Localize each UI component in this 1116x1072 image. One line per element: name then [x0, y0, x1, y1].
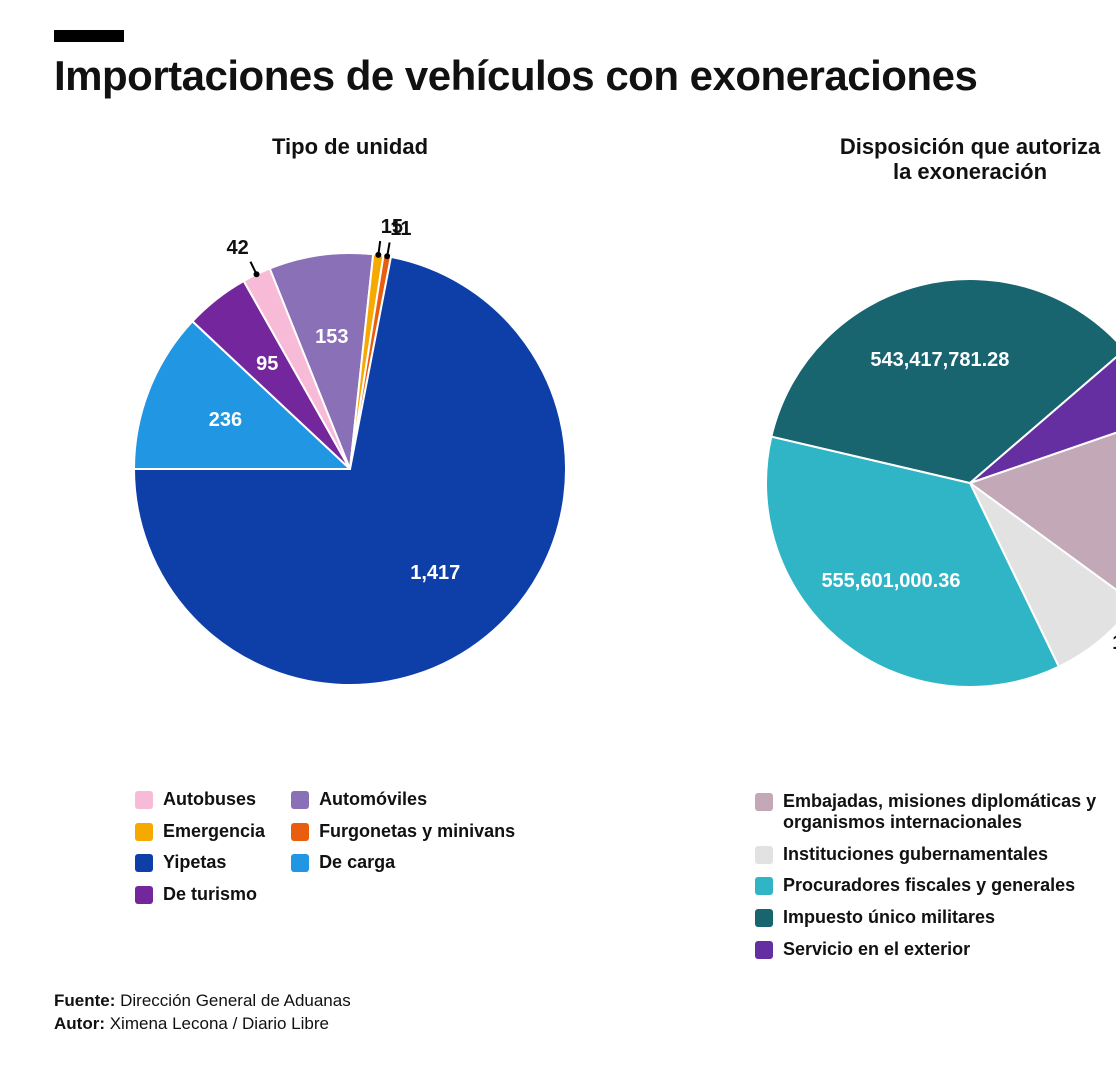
page: Importaciones de vehículos con exoneraci…	[0, 0, 1116, 1072]
chart-left-title: Tipo de unidad	[272, 134, 428, 159]
legend-label: Yipetas	[163, 852, 226, 874]
legend-label: Autobuses	[163, 789, 256, 811]
legend-item: Furgonetas y minivans	[291, 821, 515, 843]
legend-swatch	[291, 823, 309, 841]
footer-author-label: Autor:	[54, 1014, 105, 1033]
chart-right-pie: 237,617,361.62120,747,458.80555,601,000.…	[686, 199, 1116, 767]
footer-source-value: Dirección General de Aduanas	[120, 991, 351, 1010]
pie-slice-label: 11	[390, 219, 411, 239]
pie-slice-label: 153	[315, 327, 348, 347]
legend-swatch	[291, 854, 309, 872]
legend-swatch	[755, 846, 773, 864]
legend-swatch	[755, 909, 773, 927]
legend-swatch	[291, 791, 309, 809]
legend-swatch	[135, 886, 153, 904]
chart-right-title: Disposición que autorizala exoneración	[840, 134, 1100, 185]
legend-label: De carga	[319, 852, 395, 874]
pie-slice-label: 1,417	[410, 563, 460, 583]
legend-label: De turismo	[163, 884, 257, 906]
legend-item: De turismo	[135, 884, 265, 906]
legend-item: Embajadas, misiones diplomáticas y organ…	[755, 791, 1116, 834]
pie-slice-label: 236	[209, 410, 242, 430]
legend-item: Impuesto único militares	[755, 907, 1116, 929]
legend-swatch	[755, 941, 773, 959]
pie-slice-label: 120,747,458.80	[1112, 633, 1116, 653]
pie-slice-label: 555,601,000.36	[821, 571, 960, 591]
chart-left: Tipo de unidad 236954215315111,417 Autob…	[54, 134, 646, 906]
legend-swatch	[755, 793, 773, 811]
legend-label: Embajadas, misiones diplomáticas y organ…	[783, 791, 1116, 834]
legend-label: Emergencia	[163, 821, 265, 843]
legend-label: Instituciones gubernamentales	[783, 844, 1048, 866]
legend-item: Yipetas	[135, 852, 265, 874]
chart-right-legend: Embajadas, misiones diplomáticas y organ…	[755, 791, 1116, 961]
legend-item: Servicio en el exterior	[755, 939, 1116, 961]
title-accent-bar	[54, 30, 124, 42]
legend-label: Servicio en el exterior	[783, 939, 970, 961]
legend-item: De carga	[291, 852, 515, 874]
legend-label: Automóviles	[319, 789, 427, 811]
legend-item: Procuradores fiscales y generales	[755, 875, 1116, 897]
legend-item: Instituciones gubernamentales	[755, 844, 1116, 866]
charts-row: Tipo de unidad 236954215315111,417 Autob…	[54, 134, 1072, 960]
legend-label: Impuesto único militares	[783, 907, 995, 929]
legend-item: Emergencia	[135, 821, 265, 843]
legend-swatch	[135, 854, 153, 872]
footer-source-label: Fuente:	[54, 991, 115, 1010]
legend-label: Procuradores fiscales y generales	[783, 875, 1075, 897]
legend-item: Autobuses	[135, 789, 265, 811]
pie-slice-label: 543,417,781.28	[870, 350, 1009, 370]
legend-swatch	[135, 791, 153, 809]
legend-swatch	[135, 823, 153, 841]
pie-slice-label: 95	[256, 354, 278, 374]
chart-left-pie: 236954215315111,417	[54, 173, 646, 765]
footer-author-value: Ximena Lecona / Diario Libre	[110, 1014, 329, 1033]
legend-label: Furgonetas y minivans	[319, 821, 515, 843]
footer: Fuente: Dirección General de Aduanas Aut…	[54, 990, 1072, 1036]
legend-swatch	[755, 877, 773, 895]
pie-slice-label: 42	[226, 238, 248, 258]
chart-right: Disposición que autorizala exoneración 2…	[686, 134, 1116, 960]
page-title: Importaciones de vehículos con exoneraci…	[54, 52, 1072, 100]
legend-item: Automóviles	[291, 789, 515, 811]
chart-left-legend: Autobuses Automóviles Emergencia Furgonetas…	[135, 789, 565, 905]
